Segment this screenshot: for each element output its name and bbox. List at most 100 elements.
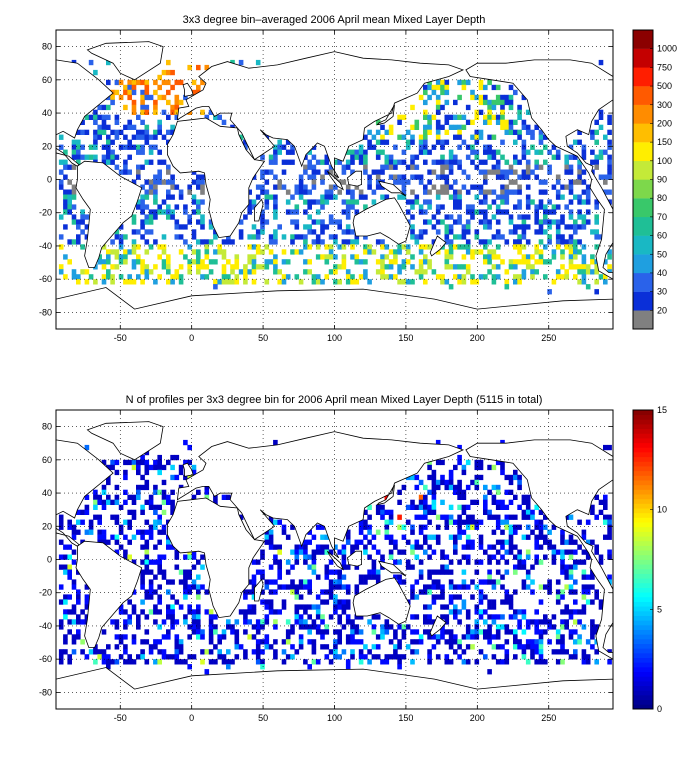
data-cell [324,574,330,580]
data-cell [243,609,248,615]
data-cell [208,649,214,655]
data-cell [157,274,162,280]
data-cell [457,129,462,135]
data-cell [397,249,402,255]
data-cell [290,219,295,225]
x-tick-label: -50 [114,713,127,723]
data-cell [303,584,308,590]
data-cell [560,609,565,615]
data-cell [457,459,462,466]
data-cell [590,624,595,630]
data-cell [80,649,85,655]
data-cell [577,634,582,640]
data-cell [470,89,475,96]
data-cell [161,634,167,640]
data-cell [418,94,424,101]
data-cell [208,634,214,640]
data-cell [67,164,72,170]
data-cell [114,234,120,240]
data-cell [598,59,604,66]
data-cell [106,149,111,155]
data-cell [208,219,214,225]
data-cell [285,639,291,645]
data-cell [136,654,141,660]
data-cell [380,164,385,170]
data-cell [114,164,120,170]
data-cell [594,264,599,270]
data-cell [388,509,394,515]
data-cell [101,119,107,125]
data-cell [268,589,274,595]
data-cell [260,229,265,235]
data-cell [106,114,111,120]
data-cell [208,239,214,245]
data-cell [127,154,132,160]
data-cell [538,179,544,185]
data-cell [418,249,424,255]
data-cell [255,649,261,655]
data-cell [136,134,141,140]
data-cell [495,94,501,101]
data-cell [440,499,445,505]
data-cell [393,144,398,150]
data-cell [174,454,180,461]
data-cell [560,249,565,255]
data-cell [478,609,484,615]
data-cell [298,604,304,610]
data-cell [444,614,450,620]
data-cell [560,634,565,640]
data-cell [178,469,184,476]
data-cell [577,519,582,525]
data-cell [264,264,270,270]
data-cell [474,619,480,625]
data-cell [144,559,150,565]
data-cell [354,184,360,190]
data-cell [170,614,175,620]
data-cell [397,524,402,530]
data-cell [140,209,145,215]
data-cell [461,509,467,515]
data-cell [350,254,355,260]
data-cell [285,159,291,165]
data-cell [393,164,398,170]
data-cell [564,604,569,610]
data-cell [127,94,132,101]
data-cell [500,659,505,665]
data-cell [157,569,162,575]
data-cell [76,149,81,155]
data-cell [444,659,450,665]
data-cell [517,564,522,570]
data-cell [328,269,334,275]
y-tick-label: -80 [39,687,52,697]
colorbar-label: 20 [657,305,667,315]
data-cell [273,259,278,265]
data-cell [345,149,351,155]
data-cell [444,604,450,610]
data-cell [427,659,432,665]
data-cell [294,619,300,625]
data-cell [388,654,394,660]
data-cell [543,204,548,210]
data-cell [196,64,201,71]
data-cell [405,279,411,285]
data-cell [410,199,415,205]
data-cell [607,114,612,120]
data-cell [268,644,274,650]
data-cell [273,194,278,200]
data-cell [564,584,569,590]
data-cell [543,179,548,185]
data-cell [166,254,171,260]
data-cell [174,659,180,665]
data-cell [247,634,252,640]
data-cell [226,279,231,285]
data-cell [508,474,514,481]
data-cell [448,514,454,520]
data-cell [221,634,227,640]
data-cell [350,244,355,250]
data-cell [315,629,321,635]
data-cell [543,219,548,225]
colorbar-label: 50 [657,249,667,259]
data-cell [140,279,145,285]
data-cell [123,619,128,625]
data-cell [427,199,432,205]
